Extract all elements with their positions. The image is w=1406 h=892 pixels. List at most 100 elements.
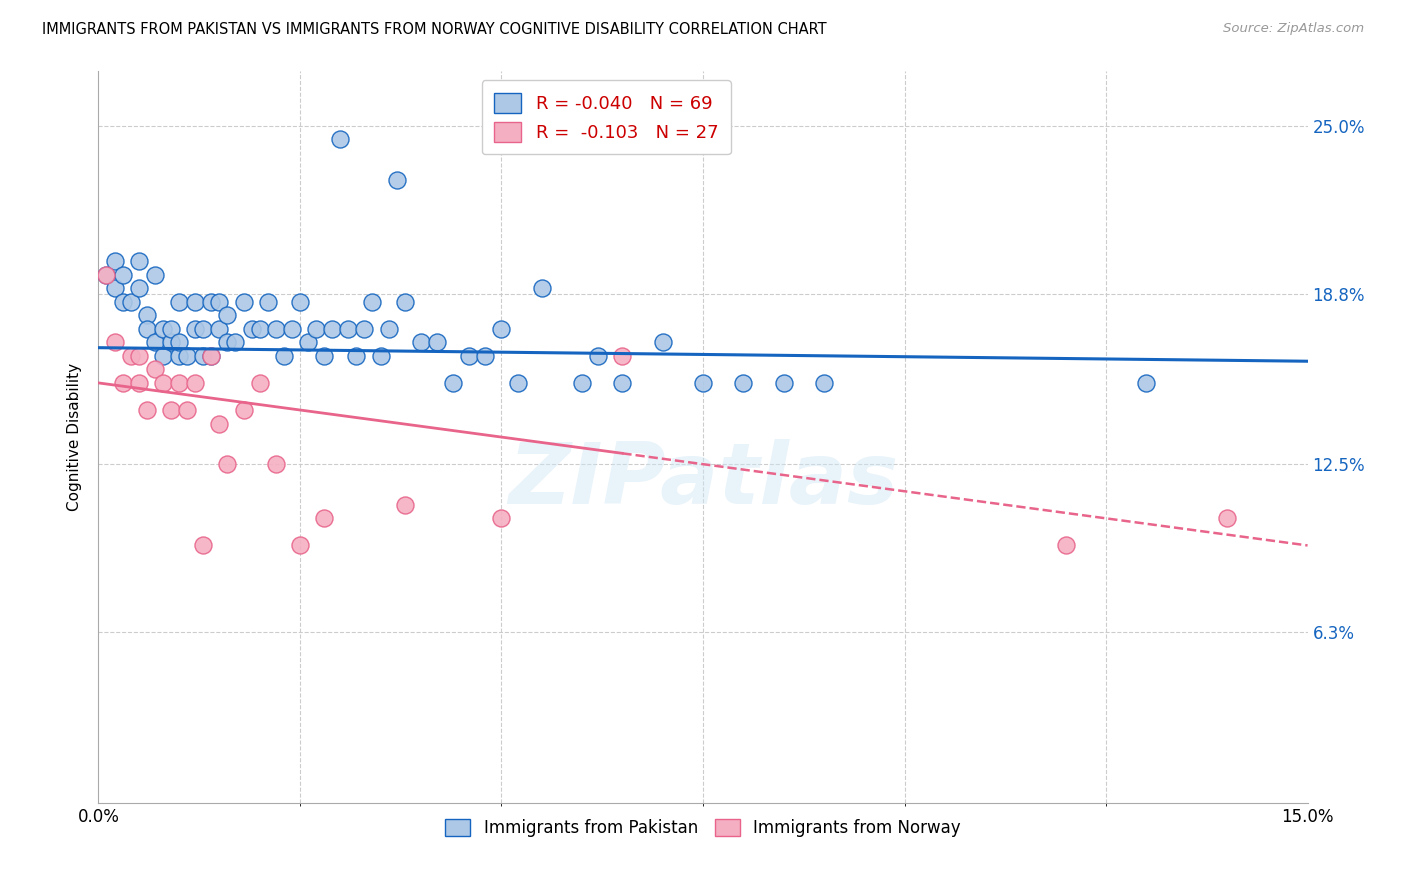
Point: [813, 376, 835, 390]
Point: [167, 376, 190, 390]
Point: [128, 254, 150, 268]
Point: [103, 335, 125, 350]
Point: [377, 322, 399, 336]
Point: [103, 281, 125, 295]
Text: ZIPatlas: ZIPatlas: [508, 440, 898, 523]
Point: [329, 132, 352, 146]
Point: [314, 511, 336, 525]
Point: [135, 322, 157, 336]
Point: [530, 281, 553, 295]
Point: [152, 376, 174, 390]
Point: [167, 335, 190, 350]
Point: [249, 322, 271, 336]
Point: [184, 376, 207, 390]
Legend: Immigrants from Pakistan, Immigrants from Norway: Immigrants from Pakistan, Immigrants fro…: [437, 811, 969, 846]
Point: [394, 498, 416, 512]
Point: [612, 376, 634, 390]
Point: [200, 349, 222, 363]
Point: [288, 294, 311, 309]
Point: [281, 322, 304, 336]
Point: [184, 322, 207, 336]
Point: [143, 362, 166, 376]
Point: [491, 322, 513, 336]
Point: [167, 349, 190, 363]
Point: [394, 294, 416, 309]
Point: [217, 308, 239, 322]
Point: [200, 294, 222, 309]
Point: [184, 294, 207, 309]
Point: [103, 254, 125, 268]
Point: [208, 322, 231, 336]
Point: [111, 268, 134, 282]
Point: [111, 294, 134, 309]
Point: [297, 335, 319, 350]
Point: [651, 335, 673, 350]
Point: [240, 322, 263, 336]
Point: [571, 376, 593, 390]
Point: [208, 417, 231, 431]
Point: [193, 322, 215, 336]
Point: [256, 294, 278, 309]
Point: [120, 294, 142, 309]
Point: [1135, 376, 1157, 390]
Point: [217, 457, 239, 471]
Point: [193, 538, 215, 552]
Point: [152, 349, 174, 363]
Point: [167, 294, 190, 309]
Point: [152, 322, 174, 336]
Point: [193, 349, 215, 363]
Point: [128, 376, 150, 390]
Point: [1216, 511, 1239, 525]
Point: [692, 376, 714, 390]
Point: [143, 268, 166, 282]
Point: [128, 281, 150, 295]
Point: [353, 322, 375, 336]
Point: [208, 294, 231, 309]
Point: [314, 349, 336, 363]
Point: [441, 376, 464, 390]
Point: [264, 457, 287, 471]
Point: [232, 294, 254, 309]
Point: [96, 268, 118, 282]
Point: [506, 376, 529, 390]
Point: [111, 376, 134, 390]
Y-axis label: Cognitive Disability: Cognitive Disability: [67, 363, 83, 511]
Point: [370, 349, 392, 363]
Point: [160, 403, 183, 417]
Point: [217, 335, 239, 350]
Point: [160, 322, 183, 336]
Point: [426, 335, 449, 350]
Point: [120, 349, 142, 363]
Point: [586, 349, 609, 363]
Point: [458, 349, 481, 363]
Point: [612, 349, 634, 363]
Point: [772, 376, 794, 390]
Point: [128, 349, 150, 363]
Point: [232, 403, 254, 417]
Point: [733, 376, 755, 390]
Point: [1054, 538, 1077, 552]
Point: [474, 349, 496, 363]
Point: [160, 335, 183, 350]
Point: [344, 349, 367, 363]
Point: [224, 335, 246, 350]
Point: [361, 294, 384, 309]
Point: [135, 403, 157, 417]
Point: [321, 322, 343, 336]
Point: [264, 322, 287, 336]
Point: [249, 376, 271, 390]
Point: [176, 403, 198, 417]
Point: [305, 322, 328, 336]
Point: [491, 511, 513, 525]
Point: [337, 322, 360, 336]
Point: [273, 349, 295, 363]
Point: [385, 172, 408, 186]
Point: [143, 335, 166, 350]
Point: [409, 335, 432, 350]
Point: [135, 308, 157, 322]
Text: IMMIGRANTS FROM PAKISTAN VS IMMIGRANTS FROM NORWAY COGNITIVE DISABILITY CORRELAT: IMMIGRANTS FROM PAKISTAN VS IMMIGRANTS F…: [42, 22, 827, 37]
Point: [96, 268, 118, 282]
Point: [176, 349, 198, 363]
Text: Source: ZipAtlas.com: Source: ZipAtlas.com: [1223, 22, 1364, 36]
Point: [288, 538, 311, 552]
